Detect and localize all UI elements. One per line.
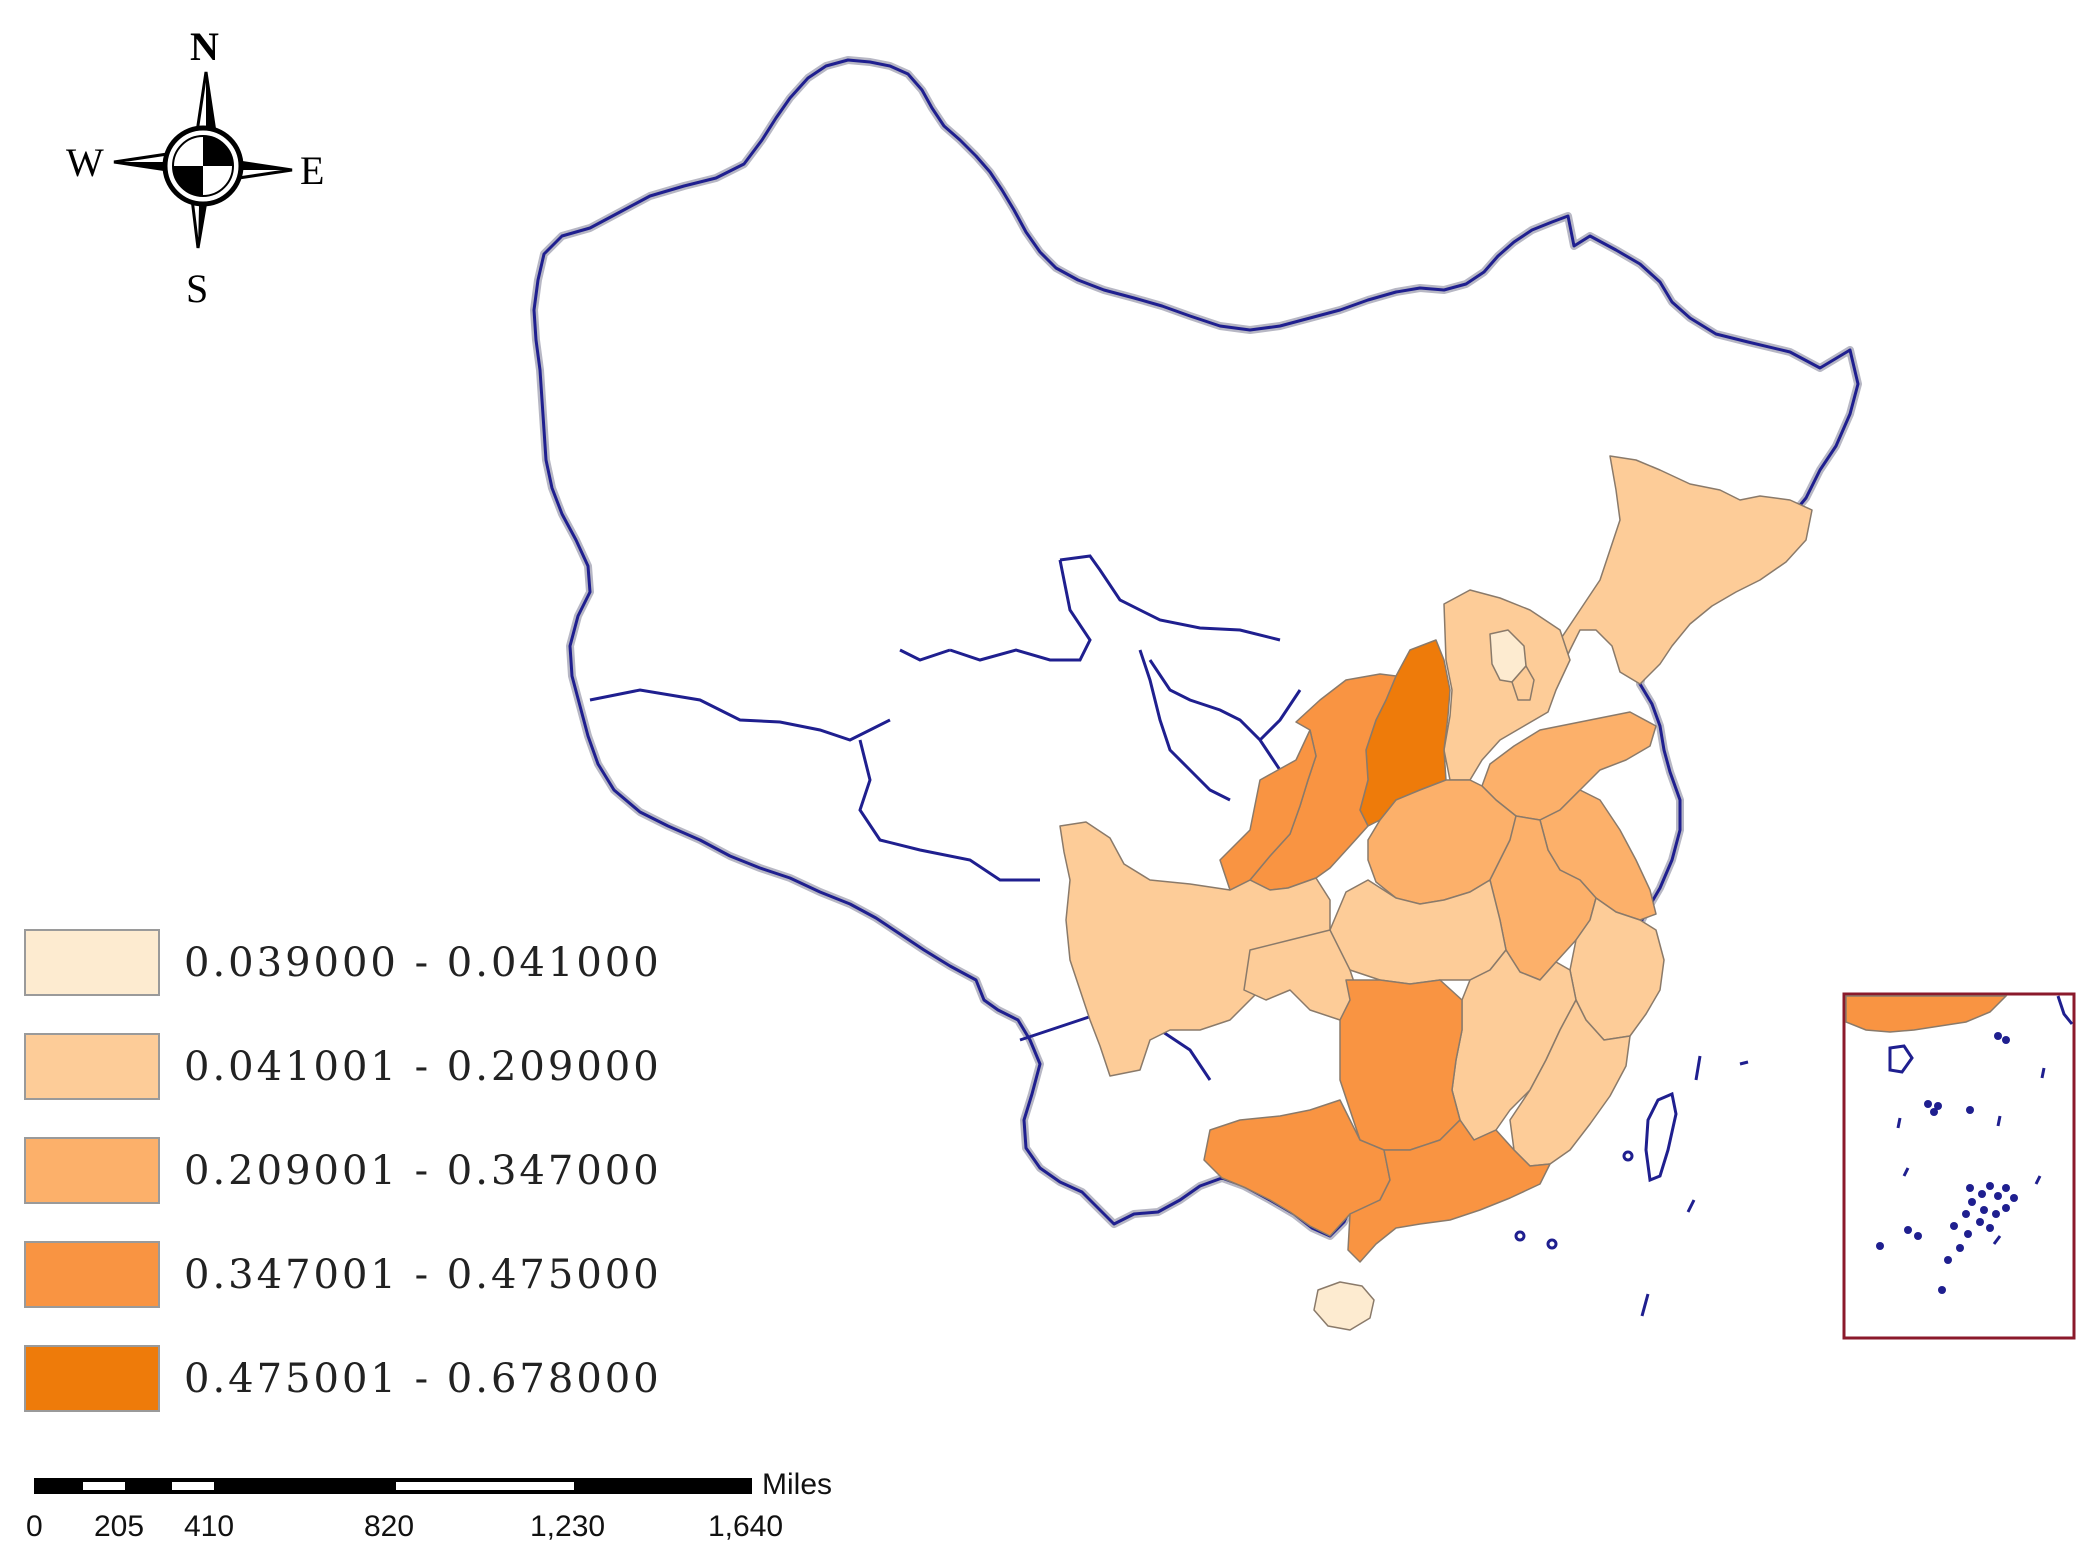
legend-label: 0.041001 - 0.209000 — [184, 1043, 662, 1090]
legend-swatch — [24, 1137, 160, 1204]
islands — [1514, 1055, 1749, 1317]
scale-tick-410: 410 — [184, 1510, 234, 1543]
province-northeast — [1539, 455, 1813, 701]
scale-tick-1640: 1,640 — [708, 1510, 783, 1543]
province-hainan — [1313, 1281, 1375, 1331]
legend-item: 0.041001 - 0.209000 — [24, 1032, 662, 1101]
legend-label: 0.209001 - 0.347000 — [184, 1147, 662, 1194]
legend-swatch — [24, 1241, 160, 1308]
scale-tick-0: 0 — [26, 1510, 43, 1543]
province-tianjin — [1511, 665, 1535, 701]
legend-swatch — [24, 1033, 160, 1100]
province-fujian — [1509, 999, 1631, 1167]
province-guangdong — [1347, 1119, 1551, 1263]
north-arrow-icon: N W E S — [66, 24, 324, 311]
legend-label: 0.475001 - 0.678000 — [184, 1355, 662, 1402]
legend: 0.039000 - 0.041000 0.041001 - 0.209000 … — [24, 928, 662, 1448]
legend-item: 0.347001 - 0.475000 — [24, 1240, 662, 1309]
legend-item: 0.039000 - 0.041000 — [24, 928, 662, 997]
compass-north-label: N — [190, 24, 219, 69]
legend-label: 0.039000 - 0.041000 — [184, 939, 662, 986]
province-hunan — [1339, 979, 1463, 1151]
legend-item: 0.475001 - 0.678000 — [24, 1344, 662, 1413]
legend-swatch — [24, 929, 160, 996]
province-gansu-east — [1219, 729, 1317, 891]
scale-tick-1230: 1,230 — [530, 1510, 605, 1543]
south-china-sea-inset — [1842, 992, 2076, 1340]
compass-west-label: W — [66, 140, 104, 185]
choropleth-provinces — [1059, 455, 1813, 1331]
legend-label: 0.347001 - 0.475000 — [184, 1251, 662, 1298]
legend-item: 0.209001 - 0.347000 — [24, 1136, 662, 1205]
province-hebei — [1443, 589, 1571, 781]
compass-south-label: S — [186, 266, 208, 311]
scale-bar: Miles 0 205 410 820 1,230 1,640 — [26, 1468, 832, 1543]
legend-swatch — [24, 1345, 160, 1412]
scale-tick-820: 820 — [364, 1510, 414, 1543]
scale-tick-205: 205 — [94, 1510, 144, 1543]
scale-unit-label: Miles — [762, 1468, 832, 1501]
compass-east-label: E — [300, 148, 324, 193]
